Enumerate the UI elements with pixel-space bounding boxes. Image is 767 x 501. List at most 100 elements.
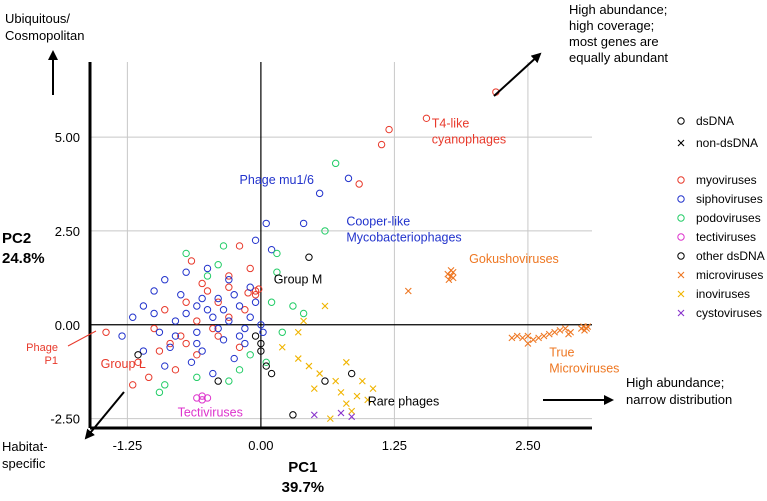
data-point [513, 332, 521, 340]
data-point [331, 159, 340, 168]
x-tick-label: 0.00 [248, 438, 273, 453]
data-point [198, 392, 206, 400]
data-point [193, 351, 201, 359]
legend-marker [677, 271, 685, 279]
data-point [251, 332, 260, 340]
data-point [150, 309, 158, 318]
data-point [353, 392, 361, 400]
data-point [161, 381, 169, 389]
data-point [348, 407, 356, 415]
data-point [257, 339, 265, 348]
down-left-arrow [84, 391, 125, 440]
annotation-label: Group M [274, 272, 323, 286]
data-point [214, 377, 222, 385]
x-tick-label: -1.25 [113, 438, 143, 453]
data-point [535, 334, 542, 342]
data-point [235, 302, 244, 310]
data-point [267, 298, 276, 306]
corner-label-top-left: Ubiquitous/Cosmopolitan [5, 11, 85, 43]
data-point [230, 354, 238, 363]
data-point [321, 377, 329, 385]
y-tick-label: 2.50 [55, 224, 80, 239]
data-point [315, 189, 324, 198]
data-point [193, 373, 201, 382]
data-point [209, 369, 217, 378]
legend-label: inoviruses [696, 287, 750, 301]
legend-label: microviruses [696, 268, 763, 282]
legend-label: siphoviruses [696, 192, 763, 206]
x-tick-label: 2.50 [515, 438, 540, 453]
y-axis-label: PC2 24.8% [2, 230, 45, 267]
data-point [193, 328, 201, 336]
data-point [118, 332, 126, 340]
data-point [316, 370, 324, 377]
data-point [235, 332, 244, 340]
y-tick-label: 5.00 [55, 130, 80, 145]
data-point [310, 385, 318, 392]
data-point [193, 302, 201, 310]
data-point [524, 332, 532, 340]
data-point [385, 125, 393, 134]
data-point [344, 174, 353, 183]
y-tick-label: 0.00 [55, 318, 80, 333]
data-point [337, 388, 345, 396]
data-point [321, 302, 329, 310]
data-point [150, 287, 158, 295]
data-point [129, 381, 137, 389]
data-point [198, 396, 206, 404]
data-point [540, 332, 548, 340]
legend-label: podoviruses [696, 211, 761, 225]
x-tick-label: 1.25 [382, 438, 407, 453]
data-point [187, 257, 196, 265]
data-point [230, 291, 238, 299]
data-point [342, 400, 350, 407]
data-point [342, 358, 350, 366]
data-point [129, 313, 137, 321]
y-tick-label: -2.50 [50, 412, 80, 427]
data-point [294, 328, 302, 336]
data-point [529, 336, 537, 344]
annotation-label: True Microviruses [549, 346, 619, 376]
data-point [257, 347, 265, 355]
data-point [241, 324, 249, 333]
data-point [404, 287, 412, 295]
legend-label: dsDNA [696, 114, 734, 128]
data-point [193, 394, 201, 402]
data-point [187, 358, 196, 367]
data-point [182, 339, 190, 348]
data-point [214, 294, 222, 303]
legend-marker [677, 117, 685, 125]
data-point [355, 180, 363, 188]
data-point [257, 321, 265, 329]
legend-marker [677, 176, 685, 184]
data-point [259, 328, 267, 336]
data-point [193, 339, 201, 348]
data-point [251, 291, 260, 299]
data-point [305, 362, 313, 370]
data-point [203, 306, 212, 314]
data-point [278, 343, 286, 351]
corner-label-bottom-left: Habitat-specific [2, 439, 48, 471]
direction-arrows: Ubiquitous/Cosmopolitan High abundance; hi… [2, 2, 732, 471]
data-point [155, 347, 164, 355]
data-point [155, 388, 164, 397]
legend-marker [677, 139, 685, 147]
data-point [219, 242, 228, 250]
data-point [139, 302, 148, 310]
phage-p1-pointer [67, 330, 97, 347]
data-point [225, 276, 233, 284]
data-point [262, 219, 270, 228]
data-point [294, 355, 302, 362]
legend-label: other dsDNA [696, 249, 765, 263]
data-point [235, 242, 244, 250]
data-point [545, 330, 553, 338]
data-point [369, 385, 377, 392]
data-point [166, 339, 174, 348]
data-point [209, 313, 217, 321]
data-point [134, 358, 142, 367]
data-point [299, 219, 308, 228]
data-point [445, 276, 453, 284]
annotation-label: Phage P1 [26, 342, 58, 367]
legend-label: cystoviruses [696, 306, 762, 320]
